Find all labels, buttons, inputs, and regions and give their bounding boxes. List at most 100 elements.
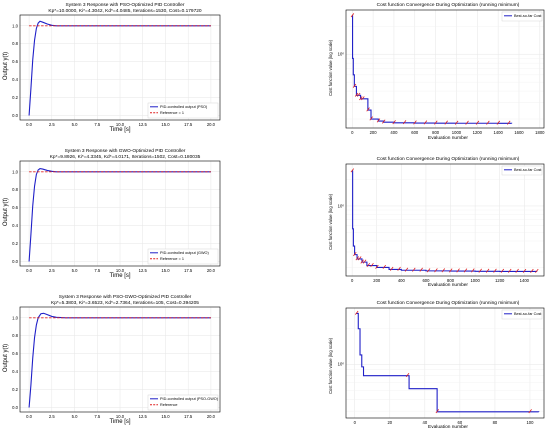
best-cost-marker (389, 266, 394, 271)
best-cost-marker (471, 268, 475, 273)
x-tick-label: 40 (423, 420, 428, 425)
x-tick-label: 1400 (520, 278, 530, 283)
best-cost-marker (366, 107, 370, 112)
legend: PID-controlled output (PSO-GWO) Reference (147, 394, 219, 411)
x-tick-label: 17.5 (184, 122, 193, 127)
legend: Best-so-far Cost (501, 11, 543, 22)
legend-label: Best-so-far Cost (514, 168, 542, 172)
y-axis-label: Output y(t) (3, 198, 9, 226)
best-cost-marker (356, 92, 361, 97)
legend-box (147, 394, 219, 411)
x-tick-label: 15.0 (161, 414, 170, 419)
legend-label: Reference = 1 (160, 257, 184, 261)
x-tick-label: 5.0 (72, 122, 78, 127)
y-tick-label: 0.2 (12, 387, 18, 392)
series-line (352, 170, 538, 273)
legend-box (501, 165, 543, 176)
best-cost-marker (426, 268, 431, 273)
x-tick-label: 800 (447, 278, 455, 283)
x-tick-label: 1000 (470, 278, 480, 283)
x-tick-label: 7.5 (94, 122, 100, 127)
x-tick-label: 0.0 (26, 268, 32, 273)
y-tick-label: 0.6 (12, 351, 18, 356)
y-tick-label: 0.0 (12, 259, 18, 264)
x-tick-label: 0 (351, 278, 354, 283)
cost-chart-gwo: Cost function Convergence During Optimiz… (328, 156, 545, 288)
y-axis-label: Cost function value (log scale) (328, 337, 333, 394)
best-cost-marker (535, 268, 539, 273)
x-tick-label: 1000 (452, 130, 462, 135)
plot-frame (345, 163, 545, 277)
best-cost-marker (507, 120, 511, 125)
y-tick-label: 10⁰ (338, 203, 345, 208)
best-cost-marker (376, 118, 381, 123)
legend-label: Reference = 1 (160, 111, 184, 115)
legend-label: PID-controlled output (PSO) (160, 105, 208, 109)
x-tick-label: 1200 (495, 278, 505, 283)
x-tick-label: 1600 (514, 130, 524, 135)
legend: Best-so-far Cost (501, 165, 543, 176)
plot-frame (345, 9, 545, 129)
best-cost-marker (370, 262, 374, 268)
x-tick-label: 800 (432, 130, 440, 135)
y-tick-label: 0.2 (12, 241, 18, 246)
y-tick-label: 10⁰ (338, 52, 345, 57)
y-axis-label: Output y(t) (3, 344, 9, 372)
best-cost-marker (528, 409, 532, 414)
x-axis-label: Time [s] (109, 273, 130, 279)
best-cost-marker (382, 119, 386, 124)
best-cost-marker (485, 268, 490, 273)
legend-label: Reference (160, 403, 178, 407)
best-cost-marker (419, 267, 423, 272)
best-cost-marker (463, 268, 468, 273)
best-cost-marker (350, 168, 355, 173)
chart-subtitle: Kp*=5.3803, Ki*=3.6523, Kd*=2.7364, Iter… (51, 300, 199, 306)
x-axis-label: Time [s] (109, 127, 130, 133)
best-cost-marker (441, 268, 446, 273)
legend-label: Best-so-far Cost (514, 312, 542, 316)
best-cost-marker (397, 266, 401, 271)
x-tick-label: 600 (411, 130, 419, 135)
x-tick-label: 600 (422, 278, 430, 283)
x-tick-label: 2.5 (49, 414, 55, 419)
x-tick-label: 5.0 (72, 414, 78, 419)
x-tick-label: 0.0 (26, 414, 32, 419)
chart-title: System 3 Response with GWO-Optimized PID… (65, 148, 186, 154)
x-tick-label: 10.0 (116, 414, 125, 419)
x-tick-label: 20.0 (207, 122, 216, 127)
x-tick-label: 10.0 (116, 122, 125, 127)
chart-title: Cost function Convergence During Optimiz… (377, 156, 520, 162)
y-tick-label: 0.8 (12, 187, 18, 192)
best-cost-marker (350, 13, 355, 18)
best-cost-marker (475, 120, 480, 125)
legend: Best-so-far Cost (501, 309, 542, 320)
y-tick-label: 0.4 (12, 369, 18, 374)
x-tick-label: 12.5 (139, 268, 148, 273)
y-tick-label: 0.6 (12, 205, 18, 210)
x-tick-label: 1400 (493, 130, 503, 135)
x-tick-label: 7.5 (94, 414, 100, 419)
y-tick-label: 0.0 (12, 113, 18, 118)
best-cost-marker (500, 268, 505, 273)
series-line (356, 312, 540, 413)
best-cost-marker (434, 120, 438, 125)
legend-box (501, 11, 543, 22)
best-cost-marker (444, 120, 448, 125)
x-tick-label: 80 (493, 420, 498, 425)
plot-frame (345, 307, 545, 419)
best-cost-marker (366, 262, 371, 268)
x-tick-label: 1200 (473, 130, 483, 135)
x-tick-label: 5.0 (72, 268, 78, 273)
cost-chart-pso: Cost function Convergence During Optimiz… (328, 2, 545, 141)
best-cost-marker (449, 268, 453, 273)
x-tick-label: 20.0 (207, 414, 216, 419)
x-tick-label: 0.0 (26, 122, 32, 127)
response-chart-gwo: System 3 Response with GWO-Optimized PID… (3, 148, 221, 279)
x-tick-label: 0 (354, 420, 357, 425)
best-cost-marker (392, 120, 396, 125)
x-tick-label: 20.0 (207, 268, 216, 273)
x-tick-label: 7.5 (94, 268, 100, 273)
cost-chart-psogwo: Cost function Convergence During Optimiz… (328, 300, 545, 430)
y-tick-label: 0.6 (12, 59, 18, 64)
x-axis-label: Evaluation number (428, 135, 468, 141)
